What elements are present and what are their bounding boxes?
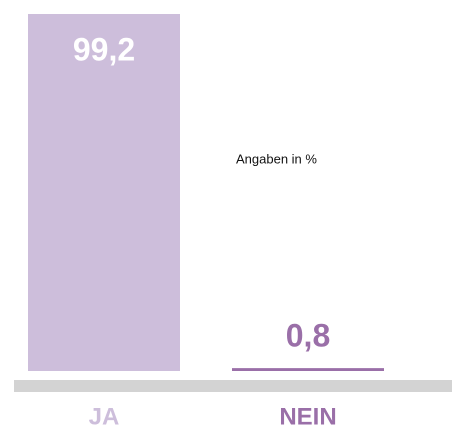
annotation: Angaben in % [236, 151, 317, 166]
category-label: NEIN [279, 403, 336, 430]
category-label: JA [89, 403, 120, 430]
value-label: 0,8 [286, 318, 330, 354]
value-label: 99,2 [73, 31, 135, 67]
bar [28, 14, 180, 371]
bar [232, 368, 384, 371]
baseline [14, 380, 452, 392]
